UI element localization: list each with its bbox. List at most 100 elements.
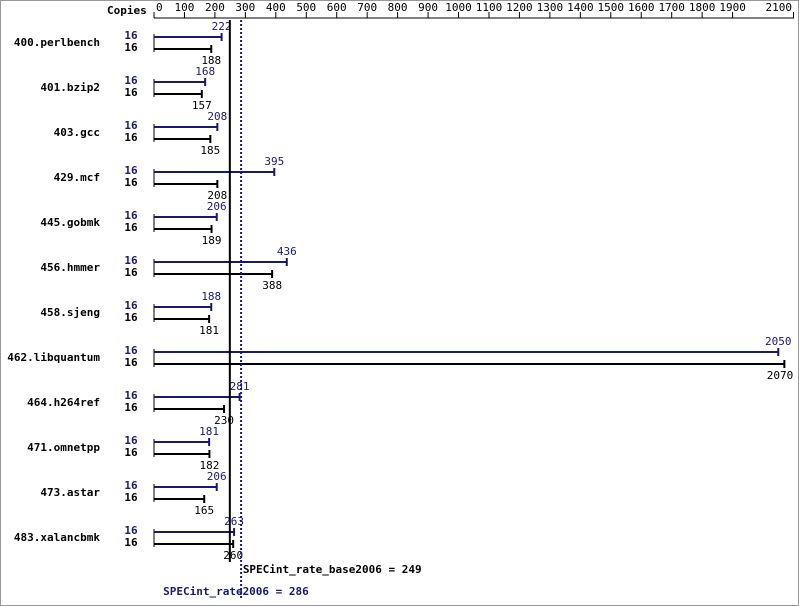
category-label: 401.bzip2 [40,81,100,94]
copies-label: 16 [124,131,138,144]
copies-label: 16 [124,29,138,42]
value-label: 206 [207,200,227,213]
bar [154,483,218,491]
category-label: 458.sjeng [40,306,100,319]
category-label: 429.mcf [54,171,100,184]
bar [154,78,207,86]
copies-label: 16 [124,389,138,402]
x-tick-label: 300 [235,1,255,14]
copies-label: 16 [124,434,138,447]
category-label: 445.gobmk [40,216,100,229]
copies-label: 16 [124,86,138,99]
bar [154,438,211,446]
category-label: 456.hmmer [40,261,100,274]
copies-label: 16 [124,299,138,312]
value-label: 168 [195,65,215,78]
copies-label: 16 [124,176,138,189]
bar [154,213,218,221]
x-tick-label: 1900 [719,1,746,14]
x-tick-label: 1100 [476,1,503,14]
value-label: 395 [264,155,284,168]
value-label: 208 [207,189,227,202]
x-tick-label: 900 [418,1,438,14]
bar [154,348,780,356]
value-label: 181 [199,324,219,337]
bar [154,315,211,323]
x-tick-label: 400 [266,1,286,14]
x-tick-label: 1300 [537,1,564,14]
copies-label: 16 [124,209,138,222]
x-tick-label: 1000 [445,1,472,14]
x-tick-label: 2100 [766,1,793,14]
value-label: 222 [212,20,232,33]
bar [154,495,206,503]
value-label: 188 [201,290,221,303]
category-label: 471.omnetpp [27,441,100,454]
bar [154,528,236,536]
copies-label: 16 [124,311,138,324]
bar [154,45,213,53]
category-label: 400.perlbench [14,36,100,49]
value-label: 2070 [767,369,794,382]
value-label: 188 [201,54,221,67]
value-label: 260 [223,549,243,562]
bar [154,123,219,131]
copies-label: 16 [124,41,138,54]
x-tick-label: 0 [156,1,163,14]
x-tick-label: 700 [357,1,377,14]
x-tick-label: 500 [296,1,316,14]
copies-label: 16 [124,536,138,549]
copies-label: 16 [124,401,138,414]
x-tick-label: 1200 [506,1,533,14]
copies-label: 16 [124,479,138,492]
copies-label: 16 [124,119,138,132]
reference-label: SPECint_rate2006 = 286 [163,585,309,598]
bar [154,450,211,458]
x-tick-label: 1800 [689,1,716,14]
x-tick-label: 800 [388,1,408,14]
category-label: 403.gcc [54,126,100,139]
x-tick-label: 200 [205,1,225,14]
copies-label: 16 [124,164,138,177]
reference-label: SPECint_rate_base2006 = 249 [243,563,422,576]
bar [154,90,203,98]
bar [154,360,786,368]
bar [154,225,213,233]
value-label: 165 [194,504,214,517]
bar [154,270,274,278]
category-label: 462.libquantum [7,351,100,364]
value-label: 436 [277,245,297,258]
category-label: 483.xalancbmk [14,531,100,544]
value-label: 181 [199,425,219,438]
bar [154,393,241,401]
category-label: 473.astar [40,486,100,499]
x-tick-label: 1500 [598,1,625,14]
bar [154,258,288,266]
value-label: 189 [202,234,222,247]
value-label: 388 [262,279,282,292]
x-tick-label: 600 [327,1,347,14]
copies-label: 16 [124,344,138,357]
value-label: 206 [207,470,227,483]
bar [154,540,235,548]
copies-label: 16 [124,221,138,234]
copies-label: 16 [124,524,138,537]
copies-header: Copies [107,4,147,17]
value-label: 157 [192,99,212,112]
copies-label: 16 [124,254,138,267]
copies-label: 16 [124,74,138,87]
category-label: 464.h264ref [27,396,100,409]
value-label: 182 [199,459,219,472]
copies-label: 16 [124,491,138,504]
x-tick-label: 100 [175,1,195,14]
value-label: 185 [200,144,220,157]
x-tick-label: 1700 [658,1,685,14]
copies-label: 16 [124,266,138,279]
bar [154,135,212,143]
bar [154,303,213,311]
bar [154,33,223,41]
x-tick-label: 1400 [567,1,594,14]
